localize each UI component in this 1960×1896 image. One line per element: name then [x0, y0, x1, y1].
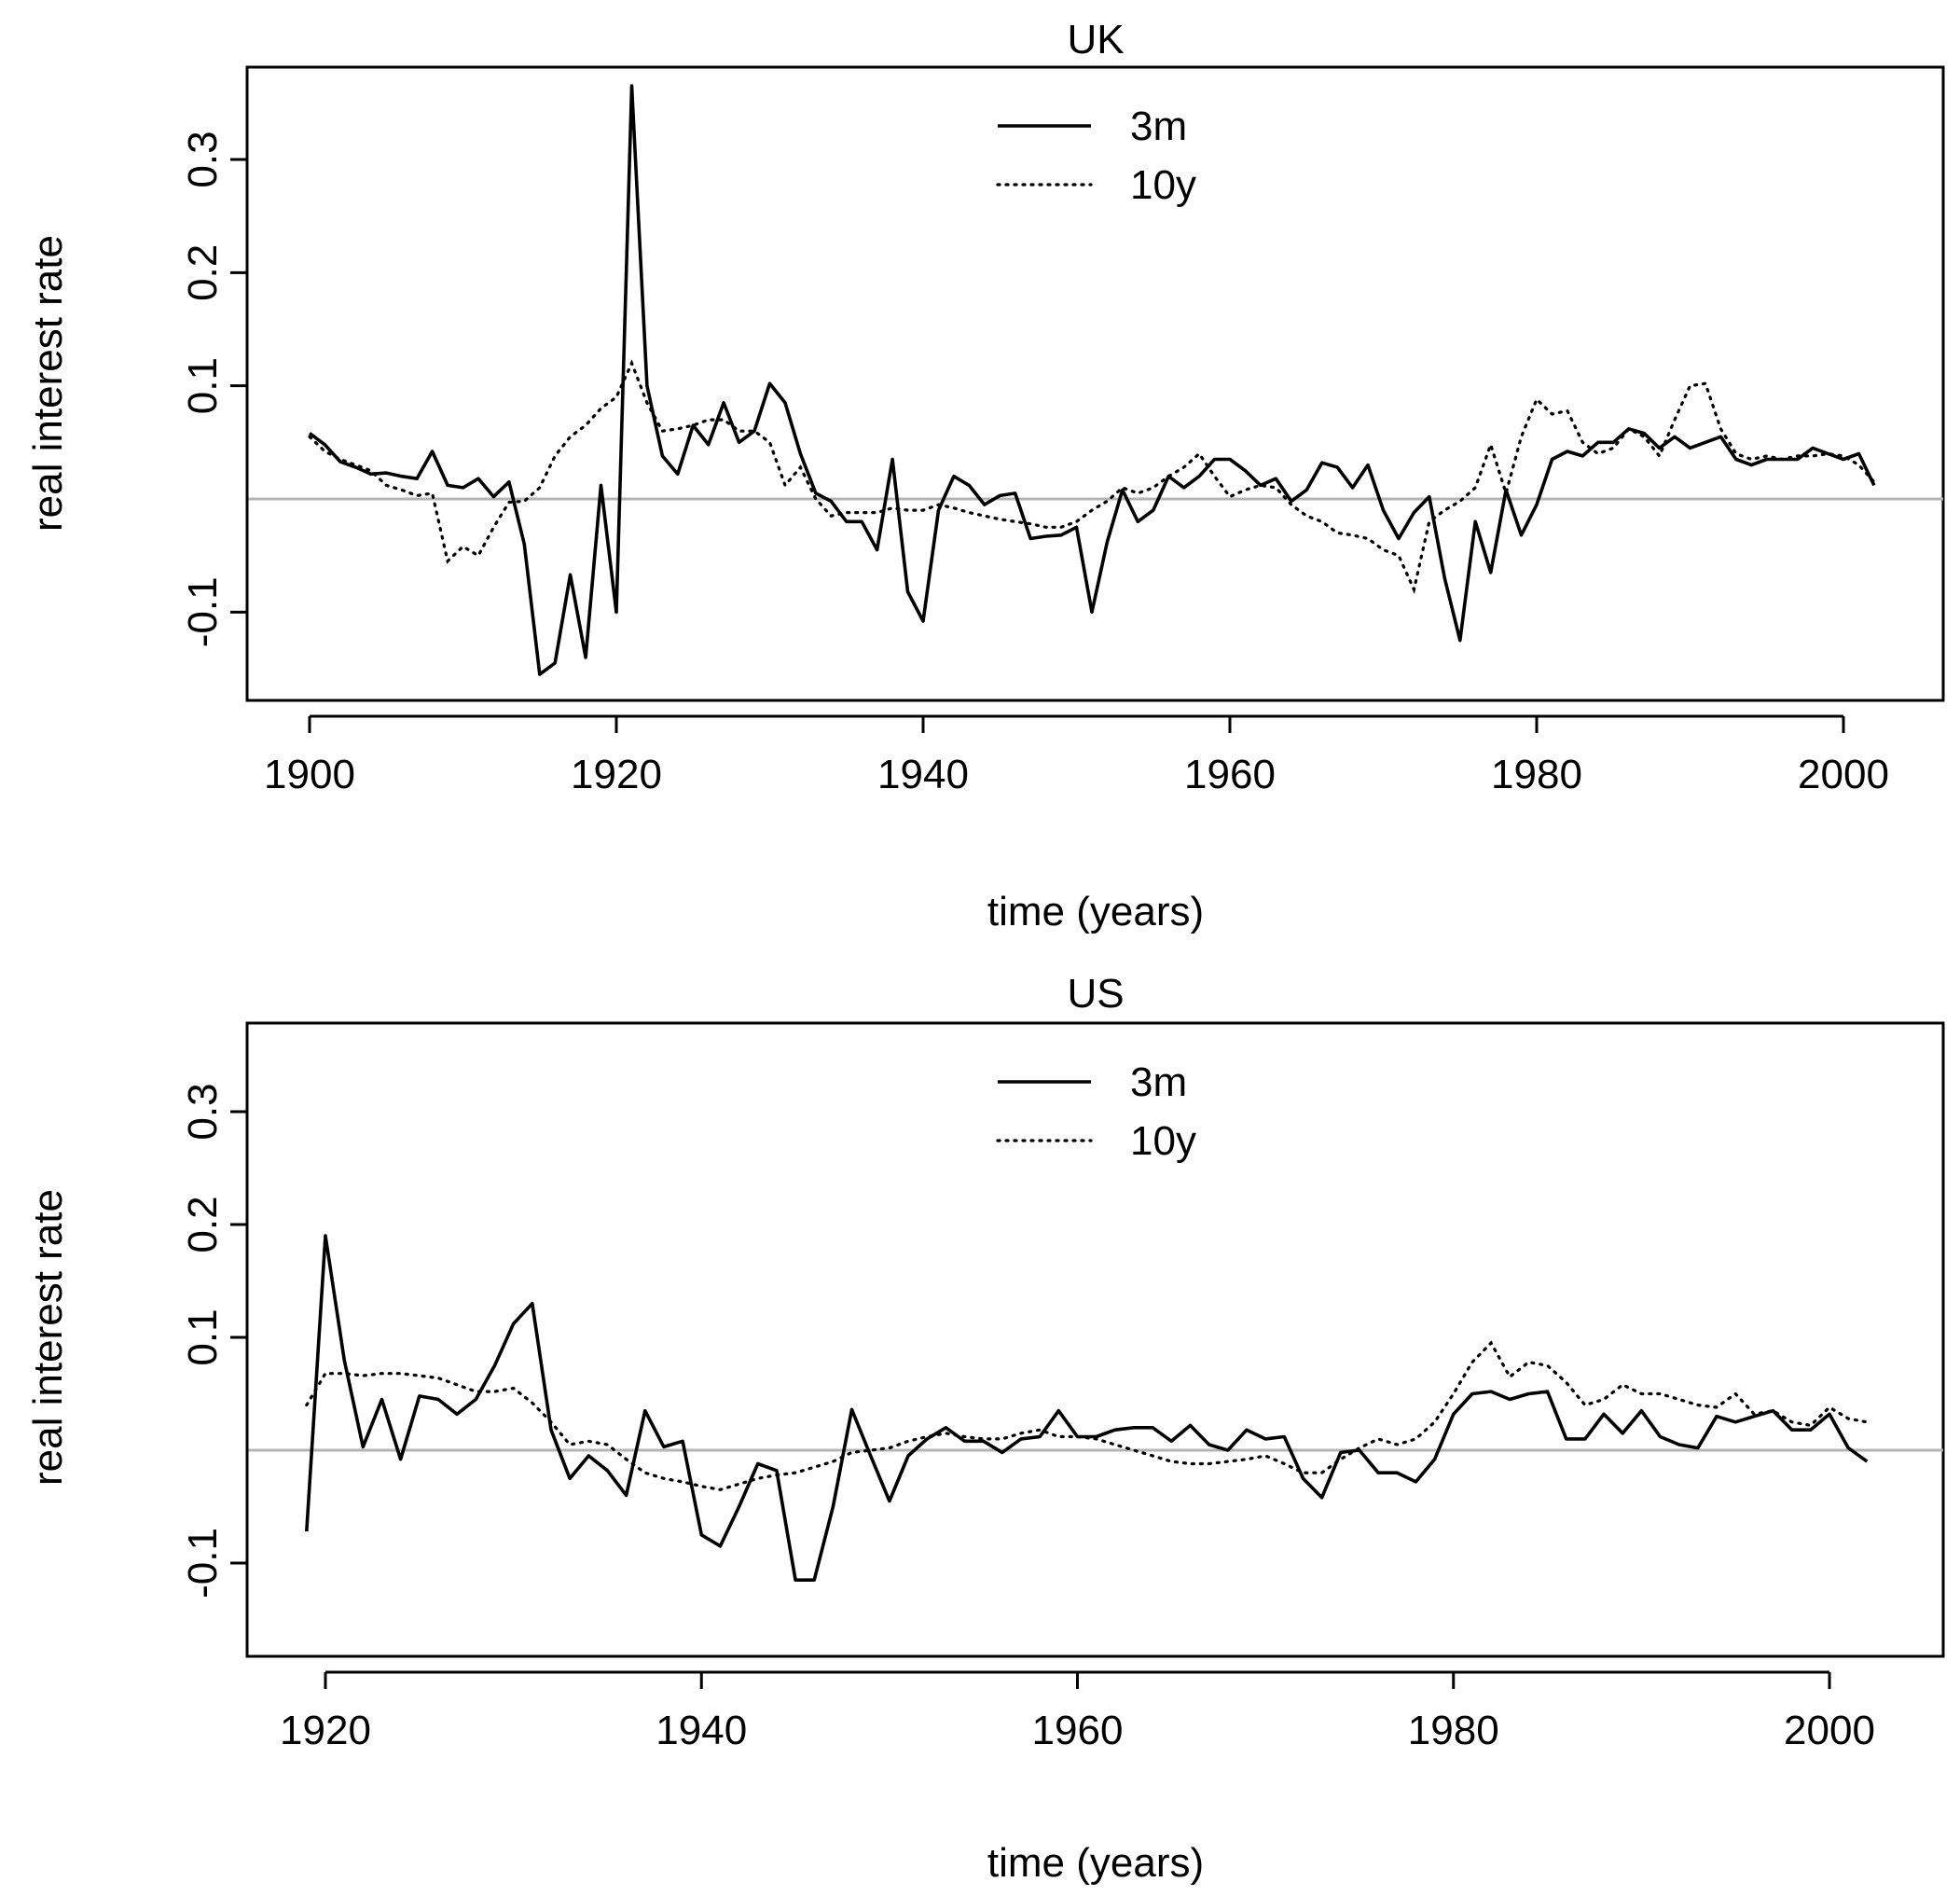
chart-us: US -0.1 0.1 0.2 0.3 1920 1940 1960 1980 2000 ti…: [25, 971, 1945, 1886]
legend: 3m 10y: [996, 1059, 1196, 1164]
chart-uk: UK -0.1 0.1 0.2 0.3 1900 1920 1940 1960 1980 200…: [25, 17, 1945, 934]
y-tick-label: 0.2: [180, 1196, 226, 1252]
legend: 3m 10y: [996, 104, 1196, 208]
series-line-3m: [308, 84, 1876, 676]
x-tick-label: 1900: [264, 752, 355, 797]
x-tick-label: 1980: [1408, 1708, 1499, 1753]
x-tick-label: 1960: [1184, 752, 1276, 797]
x-tick-label: 1920: [571, 752, 662, 797]
legend-label-10y: 10y: [1130, 162, 1196, 208]
x-tick-label: 1940: [877, 752, 969, 797]
chart-title: UK: [1067, 17, 1124, 62]
y-tick-label: 0.1: [180, 357, 226, 414]
x-tick-label: 2000: [1784, 1708, 1875, 1753]
legend-label-3m: 3m: [1130, 1059, 1187, 1105]
x-axis-label: time (years): [987, 1840, 1204, 1886]
chart-title: US: [1067, 971, 1124, 1017]
y-axis-label: real interest rate: [25, 1189, 71, 1486]
x-axis: 1920 1940 1960 1980 2000: [280, 1670, 1875, 1753]
x-tick-label: 1960: [1032, 1708, 1124, 1753]
y-tick-label: -0.1: [180, 1528, 226, 1598]
y-tick-label: 0.3: [180, 1083, 226, 1140]
y-tick-label: 0.2: [180, 244, 226, 301]
legend-label-3m: 3m: [1130, 104, 1187, 149]
x-tick-label: 1940: [656, 1708, 747, 1753]
y-tick-label: 0.3: [180, 131, 226, 187]
series-group: [305, 1234, 1869, 1582]
legend-label-10y: 10y: [1130, 1118, 1196, 1164]
series-line-10y: [305, 1340, 1869, 1491]
x-tick-label: 1980: [1491, 752, 1582, 797]
y-axis: -0.1 0.1 0.2 0.3: [180, 1083, 249, 1598]
x-tick-label: 2000: [1798, 752, 1889, 797]
series-group: [308, 84, 1876, 676]
y-axis: -0.1 0.1 0.2 0.3: [180, 131, 249, 647]
x-tick-label: 1920: [280, 1708, 371, 1753]
y-tick-label: 0.1: [180, 1308, 226, 1365]
series-line-10y: [308, 359, 1876, 595]
x-axis-label: time (years): [987, 889, 1204, 934]
y-tick-label: -0.1: [180, 576, 226, 647]
x-axis: 1900 1920 1940 1960 1980 2000: [264, 714, 1889, 797]
y-axis-label: real interest rate: [25, 235, 71, 532]
